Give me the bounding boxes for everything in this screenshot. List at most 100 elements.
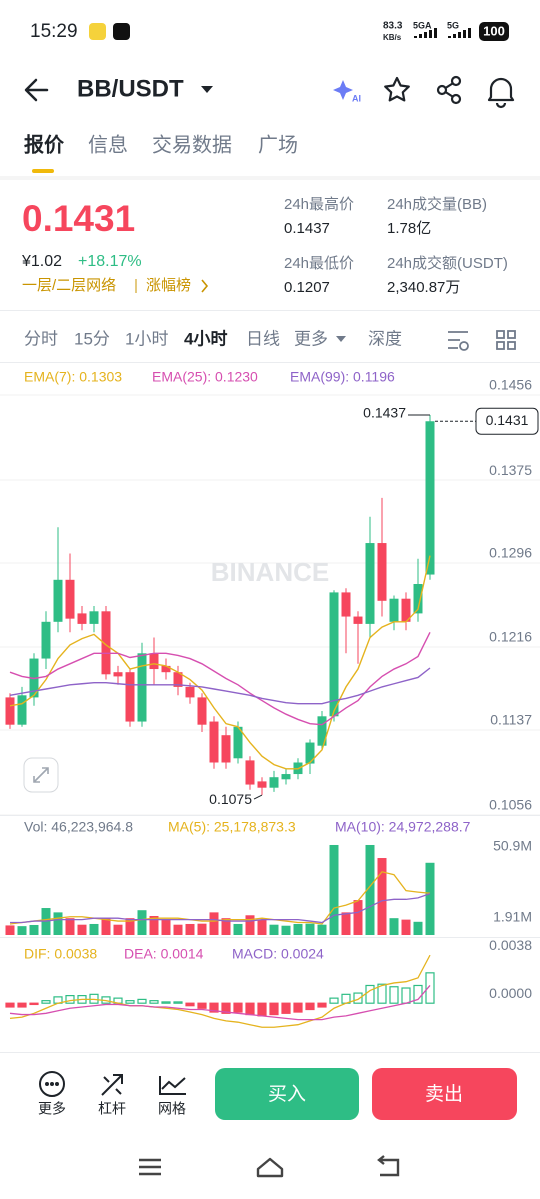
volume-ma-line <box>10 892 431 924</box>
macd-bar <box>41 1000 51 1004</box>
volume-bar <box>269 924 279 935</box>
sell-button[interactable] <box>372 1068 517 1120</box>
interval-tab[interactable]: 15分 <box>74 329 110 348</box>
divider <box>0 362 540 363</box>
tag-link[interactable]: 一层/二层网络 <box>22 277 116 294</box>
candle-body <box>53 579 63 622</box>
legend-entry: MA(5): 25,178,873.3 <box>168 819 296 835</box>
candle-body <box>389 598 399 622</box>
layout-toggle[interactable] <box>496 330 516 350</box>
volume-bar <box>365 844 375 935</box>
indicator-settings[interactable] <box>448 331 469 351</box>
macd-bar <box>401 987 411 1004</box>
ai-icon[interactable] <box>333 80 353 100</box>
candle-body <box>113 672 123 677</box>
volume-bar <box>149 916 159 935</box>
battery <box>479 22 509 41</box>
candle-body <box>161 665 171 673</box>
volume-bar <box>185 923 195 935</box>
macd-bar <box>209 1002 219 1013</box>
low-pointer <box>253 794 263 800</box>
volume-bar <box>341 912 351 935</box>
net-unit: KB/s <box>383 33 402 42</box>
volume-bar <box>17 926 27 935</box>
nav-menu[interactable] <box>139 1158 161 1176</box>
stat-value: 1.78亿 <box>387 220 431 237</box>
ai-badge: AI <box>352 93 361 103</box>
low-label: 0.1075 <box>209 791 252 807</box>
signal-icon <box>414 28 437 38</box>
buy-button[interactable] <box>215 1068 359 1120</box>
interval-tab[interactable]: 更多 <box>294 329 328 348</box>
macd-bar <box>233 1002 243 1013</box>
ema-line <box>9 667 431 705</box>
candle-body <box>365 543 375 624</box>
candle-body <box>173 672 183 687</box>
legend-entry: DEA: 0.0014 <box>124 946 204 962</box>
divider <box>0 937 540 938</box>
y-tick-label: 0.1137 <box>490 712 532 728</box>
candle-body <box>269 777 279 788</box>
volume-bar <box>305 923 315 935</box>
candle-body <box>89 611 99 624</box>
candle-body <box>65 579 75 619</box>
tool-label[interactable]: 更多 <box>38 1101 66 1117</box>
volume-bar <box>77 924 87 935</box>
tool-label[interactable]: 杠杆 <box>98 1101 126 1117</box>
candle-body <box>281 774 291 780</box>
divider <box>0 176 540 180</box>
y-tick-label: 0.1216 <box>489 629 532 645</box>
cny-price: ¥1.02 <box>21 253 62 270</box>
candle-body <box>317 716 327 746</box>
candle-body <box>353 616 363 624</box>
interval-tab[interactable]: 日线 <box>246 329 280 348</box>
rank-link[interactable]: 涨幅榜 <box>146 277 191 294</box>
candle-body <box>245 760 255 785</box>
tab[interactable]: 交易数据 <box>152 133 232 156</box>
tab[interactable]: 信息 <box>88 133 128 156</box>
macd-bar <box>137 998 147 1004</box>
tool-label[interactable]: 网格 <box>158 1101 186 1117</box>
volume-bar <box>245 915 255 935</box>
divider <box>0 815 540 816</box>
interval-tab[interactable]: 4小时 <box>184 329 227 348</box>
net-speed: 83.3 <box>383 21 403 32</box>
macd-bar <box>161 1001 171 1004</box>
interval-tab[interactable]: 深度 <box>368 329 402 348</box>
legend-entry: DIF: 0.0038 <box>24 946 97 962</box>
volume-bar <box>209 912 219 935</box>
y-tick-label: 0.1056 <box>489 797 532 813</box>
buy-label: 买入 <box>268 1084 306 1105</box>
candle-body <box>149 653 159 670</box>
stat-value: 0.1437 <box>284 220 330 237</box>
macd-bar <box>281 1002 291 1014</box>
share-button[interactable] <box>436 75 462 105</box>
volume-bar <box>137 910 147 935</box>
tab[interactable]: 广场 <box>258 133 298 156</box>
candle-body <box>197 697 207 725</box>
macd-bar <box>173 1001 183 1004</box>
macd-bar <box>305 1002 315 1011</box>
more-dropdown[interactable] <box>336 336 346 342</box>
candle-body <box>5 697 15 725</box>
last-price: 0.1431 <box>22 198 135 239</box>
macd-line <box>9 954 431 1028</box>
pair-title[interactable]: BB/USDT <box>77 75 184 102</box>
app-icon <box>89 23 106 40</box>
app-icon <box>113 23 130 40</box>
nav-home[interactable] <box>256 1157 284 1178</box>
interval-tab[interactable]: 分时 <box>24 329 58 348</box>
nav-back[interactable] <box>377 1155 400 1177</box>
tab[interactable]: 报价 <box>24 132 65 156</box>
price-change: +18.17% <box>78 253 142 270</box>
back-button[interactable] <box>24 78 49 102</box>
interval-tab[interactable]: 1小时 <box>125 329 168 348</box>
macd-bar <box>317 1002 327 1008</box>
macd-bar <box>65 995 75 1004</box>
candle-body <box>137 653 147 722</box>
tool-icons[interactable] <box>39 1071 186 1097</box>
alert-button[interactable] <box>487 77 515 109</box>
favorite-button[interactable] <box>384 76 410 102</box>
panel-title: Vol: 46,223,964.8 <box>24 819 133 835</box>
pair-dropdown[interactable] <box>201 86 213 93</box>
